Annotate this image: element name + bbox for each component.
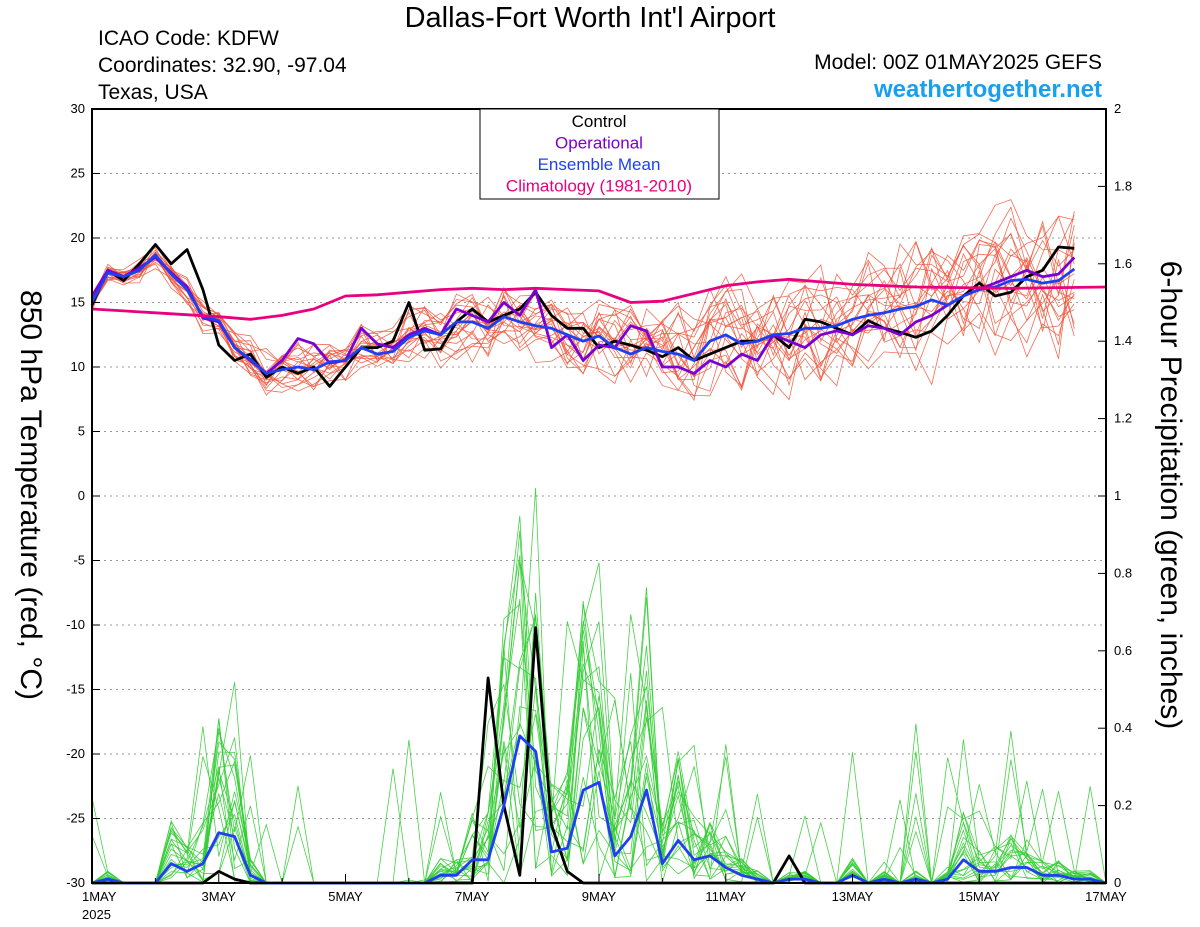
- ensemble-temp-member: [91, 232, 1075, 388]
- x-tick-label: 5MAY: [328, 889, 363, 904]
- x-tick-label: 9MAY: [582, 889, 617, 904]
- y-tick-label-right: 1: [1114, 488, 1121, 503]
- y-tick-label-left: 0: [78, 488, 85, 503]
- y-tick-label-left: 5: [78, 424, 85, 439]
- ensemble-precip-member: [91, 597, 1107, 884]
- website-link[interactable]: weathertogether.net: [873, 76, 1102, 103]
- y-tick-label-right: 1.4: [1114, 333, 1132, 348]
- x-tick-label: 17MAY: [1085, 889, 1127, 904]
- x-tick-label: 15MAY: [958, 889, 1000, 904]
- y-tick-label-left: 10: [71, 359, 85, 374]
- legend-box: [479, 108, 720, 200]
- legend: Control Operational Ensemble Mean Climatolo…: [479, 108, 720, 200]
- legend-entry: Operational: [555, 134, 643, 153]
- y-tick-label-left: -5: [73, 553, 85, 568]
- ensemble-temperature-lines: [91, 199, 1075, 402]
- y-tick-label-right: 0.2: [1114, 798, 1132, 813]
- y-tick-label-right: 0: [1114, 875, 1121, 890]
- y-tick-label-left: 25: [71, 166, 85, 181]
- ensemble-temp-member: [91, 243, 1075, 391]
- y-tick-label-right: 2: [1114, 101, 1121, 116]
- ensemble-temp-member: [91, 206, 1075, 392]
- y-tick-label-right: 0.6: [1114, 643, 1132, 658]
- legend-entry: Control: [572, 112, 627, 131]
- x-year-label: 2025: [82, 907, 111, 922]
- climatology-line: [91, 277, 1107, 321]
- x-tick-label: 3MAY: [202, 889, 237, 904]
- legend-entry: Ensemble Mean: [538, 155, 661, 174]
- y-tick-label-left: -25: [66, 811, 85, 826]
- x-tick-label: 13MAY: [832, 889, 874, 904]
- y-tick-label-right: 1.6: [1114, 256, 1132, 271]
- plot-frame: [91, 108, 1107, 884]
- y-tick-label-left: -30: [66, 875, 85, 890]
- region: Texas, USA: [98, 81, 208, 104]
- ensemble-precip-member: [91, 515, 1107, 884]
- y-tick-label-left: -10: [66, 617, 85, 632]
- ensemble-temp-member: [91, 255, 1075, 382]
- model-run: Model: 00Z 01MAY2025 GEFS: [814, 51, 1102, 74]
- coordinates: Coordinates: 32.90, -97.04: [98, 54, 347, 77]
- y-tick-label-left: 30: [71, 101, 85, 116]
- y-tick-label-right: 1.8: [1114, 178, 1132, 193]
- ensemble-temp-member: [91, 215, 1075, 387]
- axis-ticks: 302520151050-5-10-15-20-25-3021.81.61.41…: [66, 101, 1132, 922]
- x-tick-label: 7MAY: [455, 889, 490, 904]
- legend-entry: Climatology (1981-2010): [506, 177, 692, 196]
- ensemble-temp-member: [91, 211, 1075, 397]
- y-tick-label-right: 1.2: [1114, 411, 1132, 426]
- ensemble-temp-member: [91, 217, 1075, 398]
- y-tick-label-left: 15: [71, 295, 85, 310]
- x-tick-label: 11MAY: [705, 889, 746, 904]
- ensemble-precip-member: [91, 561, 1107, 884]
- chart-title: Dallas-Fort Worth Int'l Airport: [404, 2, 776, 34]
- ensemble-mean-precip-line: [91, 734, 1107, 885]
- y-tick-label-left: -20: [66, 746, 85, 761]
- x-tick-label: 1MAY: [82, 889, 117, 904]
- y-tick-label-left: 20: [71, 230, 85, 245]
- icao-code: ICAO Code: KDFW: [98, 27, 279, 50]
- grid-lines: [92, 173, 1106, 819]
- ensemble-mean-temp-line: [90, 253, 1076, 375]
- y-tick-label-left: -15: [66, 682, 85, 697]
- y-tick-label-right: 0.4: [1114, 720, 1132, 735]
- ensemble-precip-lines: [91, 487, 1107, 885]
- ensemble-temp-member: [91, 254, 1075, 392]
- control-temp-line: [90, 243, 1075, 388]
- y-tick-label-right: 0.8: [1114, 565, 1132, 580]
